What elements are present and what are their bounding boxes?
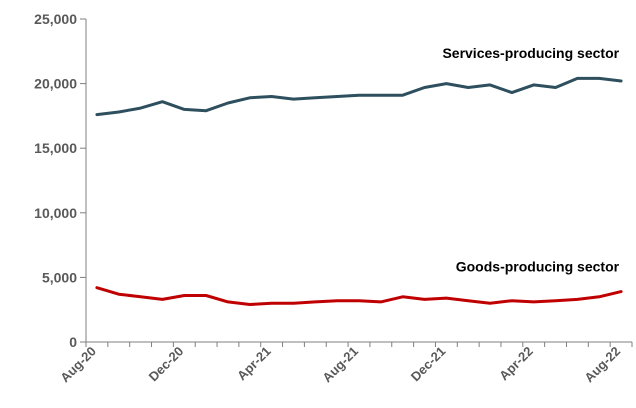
- series-lines: [95, 76, 623, 306]
- x-tick-label: Dec-20: [146, 344, 187, 385]
- y-tick-label: 5,000: [42, 269, 77, 285]
- y-axis-ticks: 0 5,000 10,000 15,000 20,000 25,000: [34, 11, 86, 350]
- x-tick-label: Aug-21: [319, 344, 361, 386]
- y-tick-label: 0: [69, 334, 77, 350]
- x-tick-label: Dec-21: [408, 344, 449, 385]
- y-tick-label: 15,000: [34, 140, 77, 156]
- services-sector-label: Services-producing sector: [442, 45, 619, 61]
- x-tick-label: Aug-20: [57, 344, 99, 386]
- y-tick-label: 20,000: [34, 76, 77, 92]
- series-labels: Services-producing sector Goods-producing…: [442, 45, 619, 275]
- x-tick-label: Apr-22: [496, 344, 536, 384]
- x-tick-label: Apr-21: [234, 344, 274, 384]
- goods-sector-line: [95, 286, 623, 306]
- y-tick-label: 25,000: [34, 11, 77, 27]
- services-sector-line: [95, 76, 623, 117]
- goods-sector-label: Goods-producing sector: [456, 259, 620, 275]
- chart-axes: [85, 19, 632, 343]
- x-tick-label: Aug-22: [581, 344, 623, 386]
- x-axis-ticks: Aug-20 Dec-20 Apr-21 Aug-21 Dec-21 Apr-22 Aug-…: [57, 342, 633, 386]
- y-tick-label: 10,000: [34, 205, 77, 221]
